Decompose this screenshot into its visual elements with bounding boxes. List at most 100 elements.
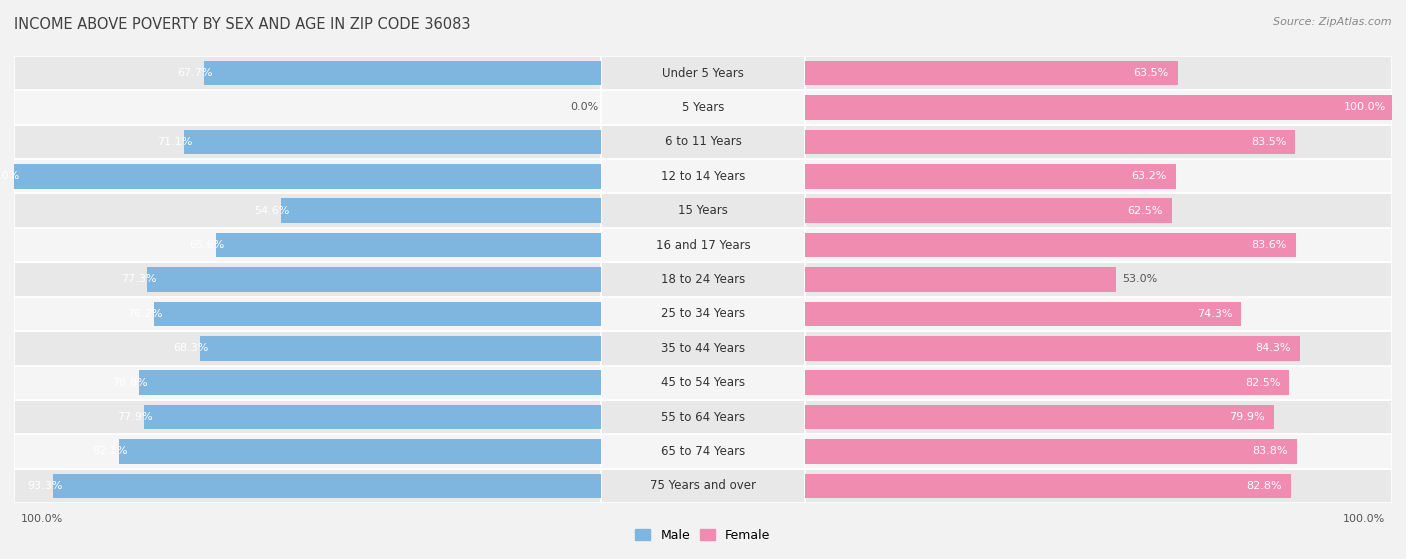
Bar — [602, 56, 806, 91]
Bar — [281, 198, 602, 223]
Text: 45 to 54 Years: 45 to 54 Years — [661, 376, 745, 389]
Bar — [806, 95, 1392, 120]
Text: Source: ZipAtlas.com: Source: ZipAtlas.com — [1274, 17, 1392, 27]
Bar — [806, 125, 1392, 159]
Bar — [602, 228, 806, 262]
Text: 67.7%: 67.7% — [177, 68, 212, 78]
Text: 65 to 74 Years: 65 to 74 Years — [661, 445, 745, 458]
Bar — [806, 233, 1296, 258]
Text: 63.5%: 63.5% — [1133, 68, 1168, 78]
Bar — [806, 468, 1392, 503]
Text: 0.0%: 0.0% — [569, 102, 598, 112]
Text: 77.9%: 77.9% — [117, 412, 153, 422]
Text: 100.0%: 100.0% — [21, 514, 63, 524]
Bar — [14, 125, 602, 159]
Bar — [602, 159, 806, 193]
Bar — [602, 331, 806, 366]
Bar — [14, 193, 602, 228]
Text: 18 to 24 Years: 18 to 24 Years — [661, 273, 745, 286]
Bar — [184, 130, 602, 154]
Bar — [806, 198, 1171, 223]
Text: 83.8%: 83.8% — [1253, 447, 1288, 457]
Bar — [806, 331, 1392, 366]
Bar — [602, 125, 806, 159]
Text: 76.2%: 76.2% — [127, 309, 163, 319]
Bar — [148, 267, 602, 292]
Bar — [14, 400, 602, 434]
Bar — [806, 434, 1392, 468]
Bar — [14, 434, 602, 468]
Bar — [602, 366, 806, 400]
Text: 53.0%: 53.0% — [1122, 274, 1157, 285]
Bar — [806, 400, 1392, 434]
Text: 83.5%: 83.5% — [1251, 137, 1286, 147]
Bar — [153, 301, 602, 326]
Text: Under 5 Years: Under 5 Years — [662, 67, 744, 79]
Bar — [806, 439, 1296, 464]
Bar — [14, 331, 602, 366]
Bar — [806, 130, 1295, 154]
Text: 25 to 34 Years: 25 to 34 Years — [661, 307, 745, 320]
Legend: Male, Female: Male, Female — [630, 524, 776, 547]
Bar — [806, 91, 1392, 125]
Bar — [806, 301, 1241, 326]
Bar — [217, 233, 602, 258]
Bar — [14, 56, 602, 91]
Bar — [14, 91, 602, 125]
Bar — [53, 473, 602, 498]
Bar — [602, 434, 806, 468]
Bar — [806, 61, 1178, 86]
Text: 84.3%: 84.3% — [1256, 343, 1291, 353]
Bar — [806, 56, 1392, 91]
Bar — [204, 61, 602, 86]
Bar — [806, 473, 1291, 498]
Text: 75 Years and over: 75 Years and over — [650, 480, 756, 492]
Bar — [143, 405, 602, 429]
Bar — [806, 370, 1289, 395]
Bar — [806, 159, 1392, 193]
Bar — [806, 228, 1392, 262]
Bar — [14, 262, 602, 297]
Bar — [806, 267, 1116, 292]
Text: 100.0%: 100.0% — [1344, 102, 1386, 112]
Text: 63.2%: 63.2% — [1132, 171, 1167, 181]
Bar — [14, 366, 602, 400]
Bar — [14, 159, 602, 193]
Text: 74.3%: 74.3% — [1197, 309, 1232, 319]
Text: 5 Years: 5 Years — [682, 101, 724, 114]
Bar — [139, 370, 602, 395]
Text: 82.5%: 82.5% — [1244, 378, 1281, 388]
Text: 100.0%: 100.0% — [0, 171, 20, 181]
Text: 6 to 11 Years: 6 to 11 Years — [665, 135, 741, 148]
Text: 54.6%: 54.6% — [254, 206, 290, 216]
Text: 62.5%: 62.5% — [1128, 206, 1163, 216]
Text: 77.3%: 77.3% — [121, 274, 156, 285]
Bar — [602, 193, 806, 228]
Text: 35 to 44 Years: 35 to 44 Years — [661, 342, 745, 355]
Text: 93.3%: 93.3% — [27, 481, 62, 491]
Bar — [602, 400, 806, 434]
Bar — [602, 468, 806, 503]
Bar — [602, 91, 806, 125]
Text: 83.6%: 83.6% — [1251, 240, 1286, 250]
Text: 68.3%: 68.3% — [173, 343, 209, 353]
Text: 82.8%: 82.8% — [1247, 481, 1282, 491]
Text: 16 and 17 Years: 16 and 17 Years — [655, 239, 751, 252]
Bar — [200, 336, 602, 361]
Text: INCOME ABOVE POVERTY BY SEX AND AGE IN ZIP CODE 36083: INCOME ABOVE POVERTY BY SEX AND AGE IN Z… — [14, 17, 471, 32]
Bar — [602, 297, 806, 331]
Bar — [806, 164, 1175, 189]
Bar — [806, 405, 1274, 429]
Bar — [14, 164, 602, 189]
Text: 79.9%: 79.9% — [1229, 412, 1265, 422]
Bar — [806, 262, 1392, 297]
Bar — [602, 262, 806, 297]
Bar — [806, 297, 1392, 331]
Bar — [806, 193, 1392, 228]
Bar — [14, 297, 602, 331]
Text: 65.6%: 65.6% — [190, 240, 225, 250]
Text: 55 to 64 Years: 55 to 64 Years — [661, 411, 745, 424]
Text: 15 Years: 15 Years — [678, 204, 728, 217]
Bar — [806, 336, 1299, 361]
Text: 82.1%: 82.1% — [93, 447, 128, 457]
